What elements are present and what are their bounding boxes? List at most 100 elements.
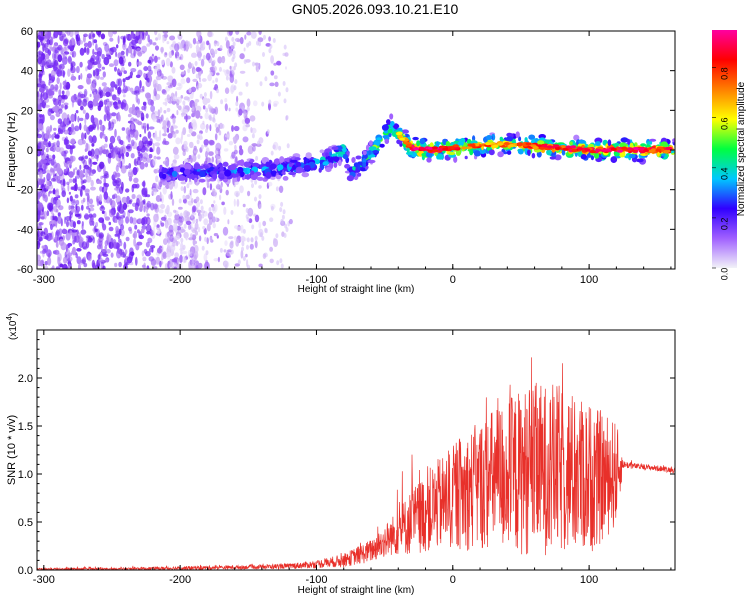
- noise-speckle: [214, 190, 217, 198]
- noise-speckle: [233, 198, 236, 207]
- noise-speckle: [151, 187, 157, 196]
- ridge-core: [539, 146, 546, 150]
- noise-speckle: [128, 199, 132, 205]
- noise-speckle: [162, 186, 167, 195]
- y-tick-label: 0.0: [18, 565, 33, 577]
- noise-speckle: [224, 98, 228, 103]
- noise-speckle: [258, 185, 262, 189]
- noise-speckle: [181, 216, 185, 222]
- ridge-cell: [672, 138, 675, 143]
- noise-speckle: [192, 37, 197, 45]
- noise-speckle: [193, 240, 198, 245]
- noise-speckle: [42, 248, 47, 254]
- noise-speckle: [57, 215, 62, 224]
- noise-speckle: [207, 104, 211, 110]
- noise-speckle: [169, 234, 174, 243]
- noise-speckle: [122, 42, 127, 51]
- noise-speckle: [80, 229, 87, 235]
- noise-speckle: [130, 117, 135, 125]
- noise-speckle: [225, 189, 229, 196]
- y-tick-label: 20: [21, 105, 33, 117]
- noise-speckle: [92, 33, 96, 38]
- x-tick-label: -100: [305, 574, 327, 586]
- noise-speckle: [110, 81, 116, 88]
- noise-speckle: [65, 90, 70, 97]
- ridge-cell: [464, 155, 468, 160]
- noise-speckle: [172, 117, 176, 125]
- noise-speckle: [139, 80, 142, 89]
- ridge-cell: [455, 149, 461, 156]
- noise-speckle: [208, 42, 211, 51]
- ridge-cell: [524, 137, 528, 142]
- ridge-cell: [515, 131, 520, 138]
- ridge-cell: [314, 158, 320, 165]
- noise-speckle: [117, 111, 120, 119]
- ridge-core: [650, 148, 657, 152]
- noise-speckle: [179, 64, 185, 71]
- noise-speckle: [50, 158, 55, 166]
- noise-speckle: [183, 185, 187, 194]
- noise-speckle: [42, 192, 46, 199]
- noise-speckle: [115, 225, 119, 233]
- ridge-cell: [620, 137, 629, 143]
- noise-speckle: [167, 133, 173, 139]
- noise-speckle: [196, 41, 200, 45]
- noise-speckle: [45, 147, 49, 153]
- noise-speckle: [82, 35, 86, 43]
- noise-speckle: [46, 172, 51, 182]
- noise-speckle: [124, 249, 128, 255]
- noise-speckle: [109, 142, 113, 150]
- noise-speckle: [247, 145, 254, 155]
- noise-speckle: [49, 146, 54, 152]
- noise-speckle: [46, 181, 51, 186]
- noise-speckle: [64, 31, 69, 34]
- noise-speckle: [166, 217, 172, 226]
- noise-speckle: [120, 165, 127, 174]
- ridge-cell: [245, 174, 251, 180]
- noise-speckle: [76, 93, 81, 102]
- ridge-cell: [397, 127, 403, 131]
- y-tick-label: 0.5: [18, 517, 33, 529]
- ridge-cell: [590, 155, 595, 161]
- noise-speckle: [79, 164, 82, 170]
- noise-speckle: [96, 198, 100, 207]
- ridge-cell: [376, 137, 382, 141]
- noise-speckle: [170, 191, 173, 200]
- noise-speckle: [139, 134, 142, 138]
- noise-speckle: [254, 62, 260, 66]
- noise-speckle: [236, 39, 241, 43]
- noise-speckle: [84, 132, 87, 140]
- ridge-core: [461, 146, 468, 150]
- noise-speckle: [203, 218, 209, 226]
- noise-speckle: [116, 242, 120, 251]
- noise-speckle: [100, 33, 106, 40]
- noise-speckle: [155, 66, 161, 72]
- noise-speckle: [105, 50, 112, 55]
- noise-speckle: [246, 31, 252, 36]
- noise-speckle: [186, 115, 191, 120]
- noise-speckle: [195, 110, 201, 119]
- noise-speckle: [229, 65, 232, 70]
- noise-speckle: [155, 45, 159, 51]
- noise-speckle: [159, 106, 163, 114]
- noise-speckle: [70, 208, 76, 213]
- noise-speckle: [145, 144, 150, 149]
- ridge-core: [562, 147, 569, 151]
- noise-speckle: [200, 123, 206, 130]
- noise-speckle: [212, 206, 216, 212]
- noise-speckle: [126, 135, 129, 139]
- noise-speckle: [39, 104, 46, 108]
- noise-speckle: [135, 119, 140, 124]
- noise-speckle: [51, 265, 55, 269]
- noise-speckle: [86, 97, 89, 102]
- noise-speckle: [181, 71, 185, 75]
- noise-speckle: [99, 194, 103, 203]
- noise-speckle: [152, 203, 158, 210]
- noise-speckle: [135, 256, 138, 266]
- noise-speckle: [53, 42, 59, 47]
- noise-speckle: [283, 44, 287, 50]
- ridge-cell: [279, 156, 285, 163]
- noise-speckle: [72, 145, 76, 149]
- noise-speckle: [187, 224, 192, 230]
- ridge-cell: [611, 156, 617, 162]
